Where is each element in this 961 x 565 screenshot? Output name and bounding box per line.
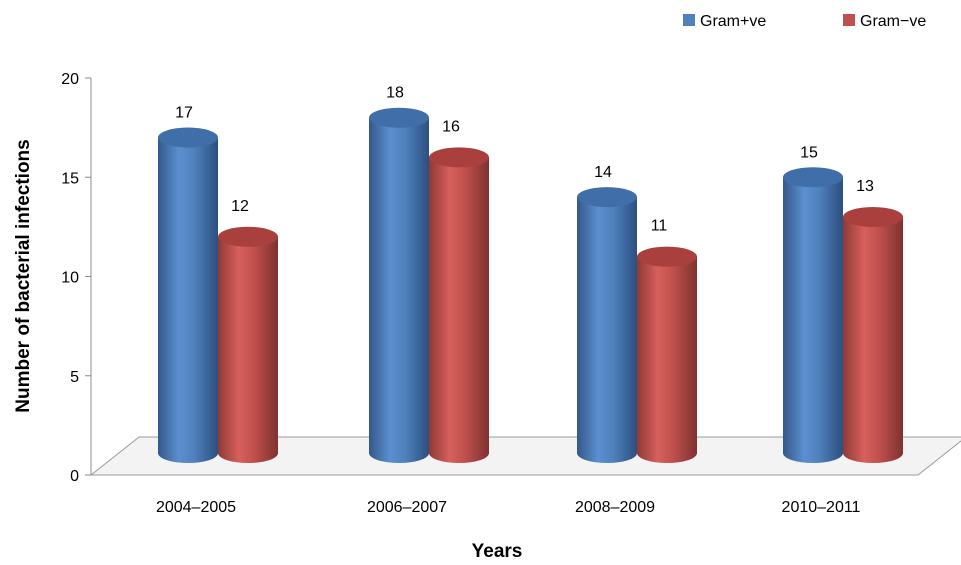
bar-top	[637, 246, 697, 267]
bar-body	[369, 117, 429, 463]
data-label: 15	[800, 144, 818, 161]
bar-body	[783, 177, 843, 463]
x-tick-labels: 2004–2005 2006–2007 2008–2009 2010–2011	[156, 499, 861, 516]
y-axis-title: Number of bacterial infections	[13, 139, 34, 412]
bar-top	[369, 107, 429, 128]
bar-top	[158, 127, 218, 148]
bar-top	[577, 187, 637, 208]
y-tick-label: 10	[61, 270, 79, 287]
legend-label-gram-negative: Gram−ve	[860, 13, 926, 30]
x-tick-label: 2008–2009	[575, 499, 655, 516]
legend-swatch-gram-negative	[843, 14, 855, 26]
bar-body	[218, 236, 278, 463]
bar-series	[158, 107, 903, 464]
data-label: 14	[594, 164, 612, 181]
bar-body	[843, 216, 903, 463]
bar-top	[783, 167, 843, 188]
bar-body	[637, 256, 697, 463]
x-tick-label: 2004–2005	[156, 499, 236, 516]
y-tick-label: 15	[61, 170, 79, 187]
bar-gram-negative	[843, 206, 903, 463]
y-tick-label: 20	[61, 71, 79, 88]
bar-gram-positive	[158, 127, 218, 464]
bar-body	[429, 157, 489, 463]
bar-gram-positive	[783, 167, 843, 463]
bar-top	[218, 226, 278, 247]
bar-gram-negative	[637, 246, 697, 463]
x-axis-title: Years	[472, 541, 523, 562]
bar-gram-positive	[577, 187, 637, 463]
bar-top	[843, 206, 903, 227]
legend: Gram+ve Gram−ve	[683, 13, 926, 30]
data-label: 17	[175, 105, 193, 122]
data-label: 16	[442, 118, 460, 135]
data-label: 12	[231, 198, 249, 215]
legend-swatch-gram-positive	[683, 14, 695, 26]
data-label: 18	[386, 85, 404, 102]
legend-label-gram-positive: Gram+ve	[700, 13, 766, 30]
x-tick-label: 2006–2007	[367, 499, 447, 516]
data-labels: 17 12 18 16 14 11 15 13	[175, 85, 874, 235]
bar-body	[158, 137, 218, 464]
bar-body	[577, 197, 637, 463]
x-tick-label: 2010–2011	[782, 499, 861, 516]
bar-top	[429, 147, 489, 168]
chart-axes	[89, 78, 961, 476]
chart-floor	[89, 436, 961, 476]
y-tick-labels: 0 5 10 15 20	[61, 71, 91, 485]
bar-gram-negative	[218, 226, 278, 463]
y-tick-label: 5	[70, 369, 79, 386]
data-label: 11	[651, 218, 668, 235]
bar-gram-positive	[369, 107, 429, 463]
y-tick-label: 0	[70, 468, 79, 485]
data-label: 13	[856, 178, 874, 195]
bar-gram-negative	[429, 147, 489, 463]
